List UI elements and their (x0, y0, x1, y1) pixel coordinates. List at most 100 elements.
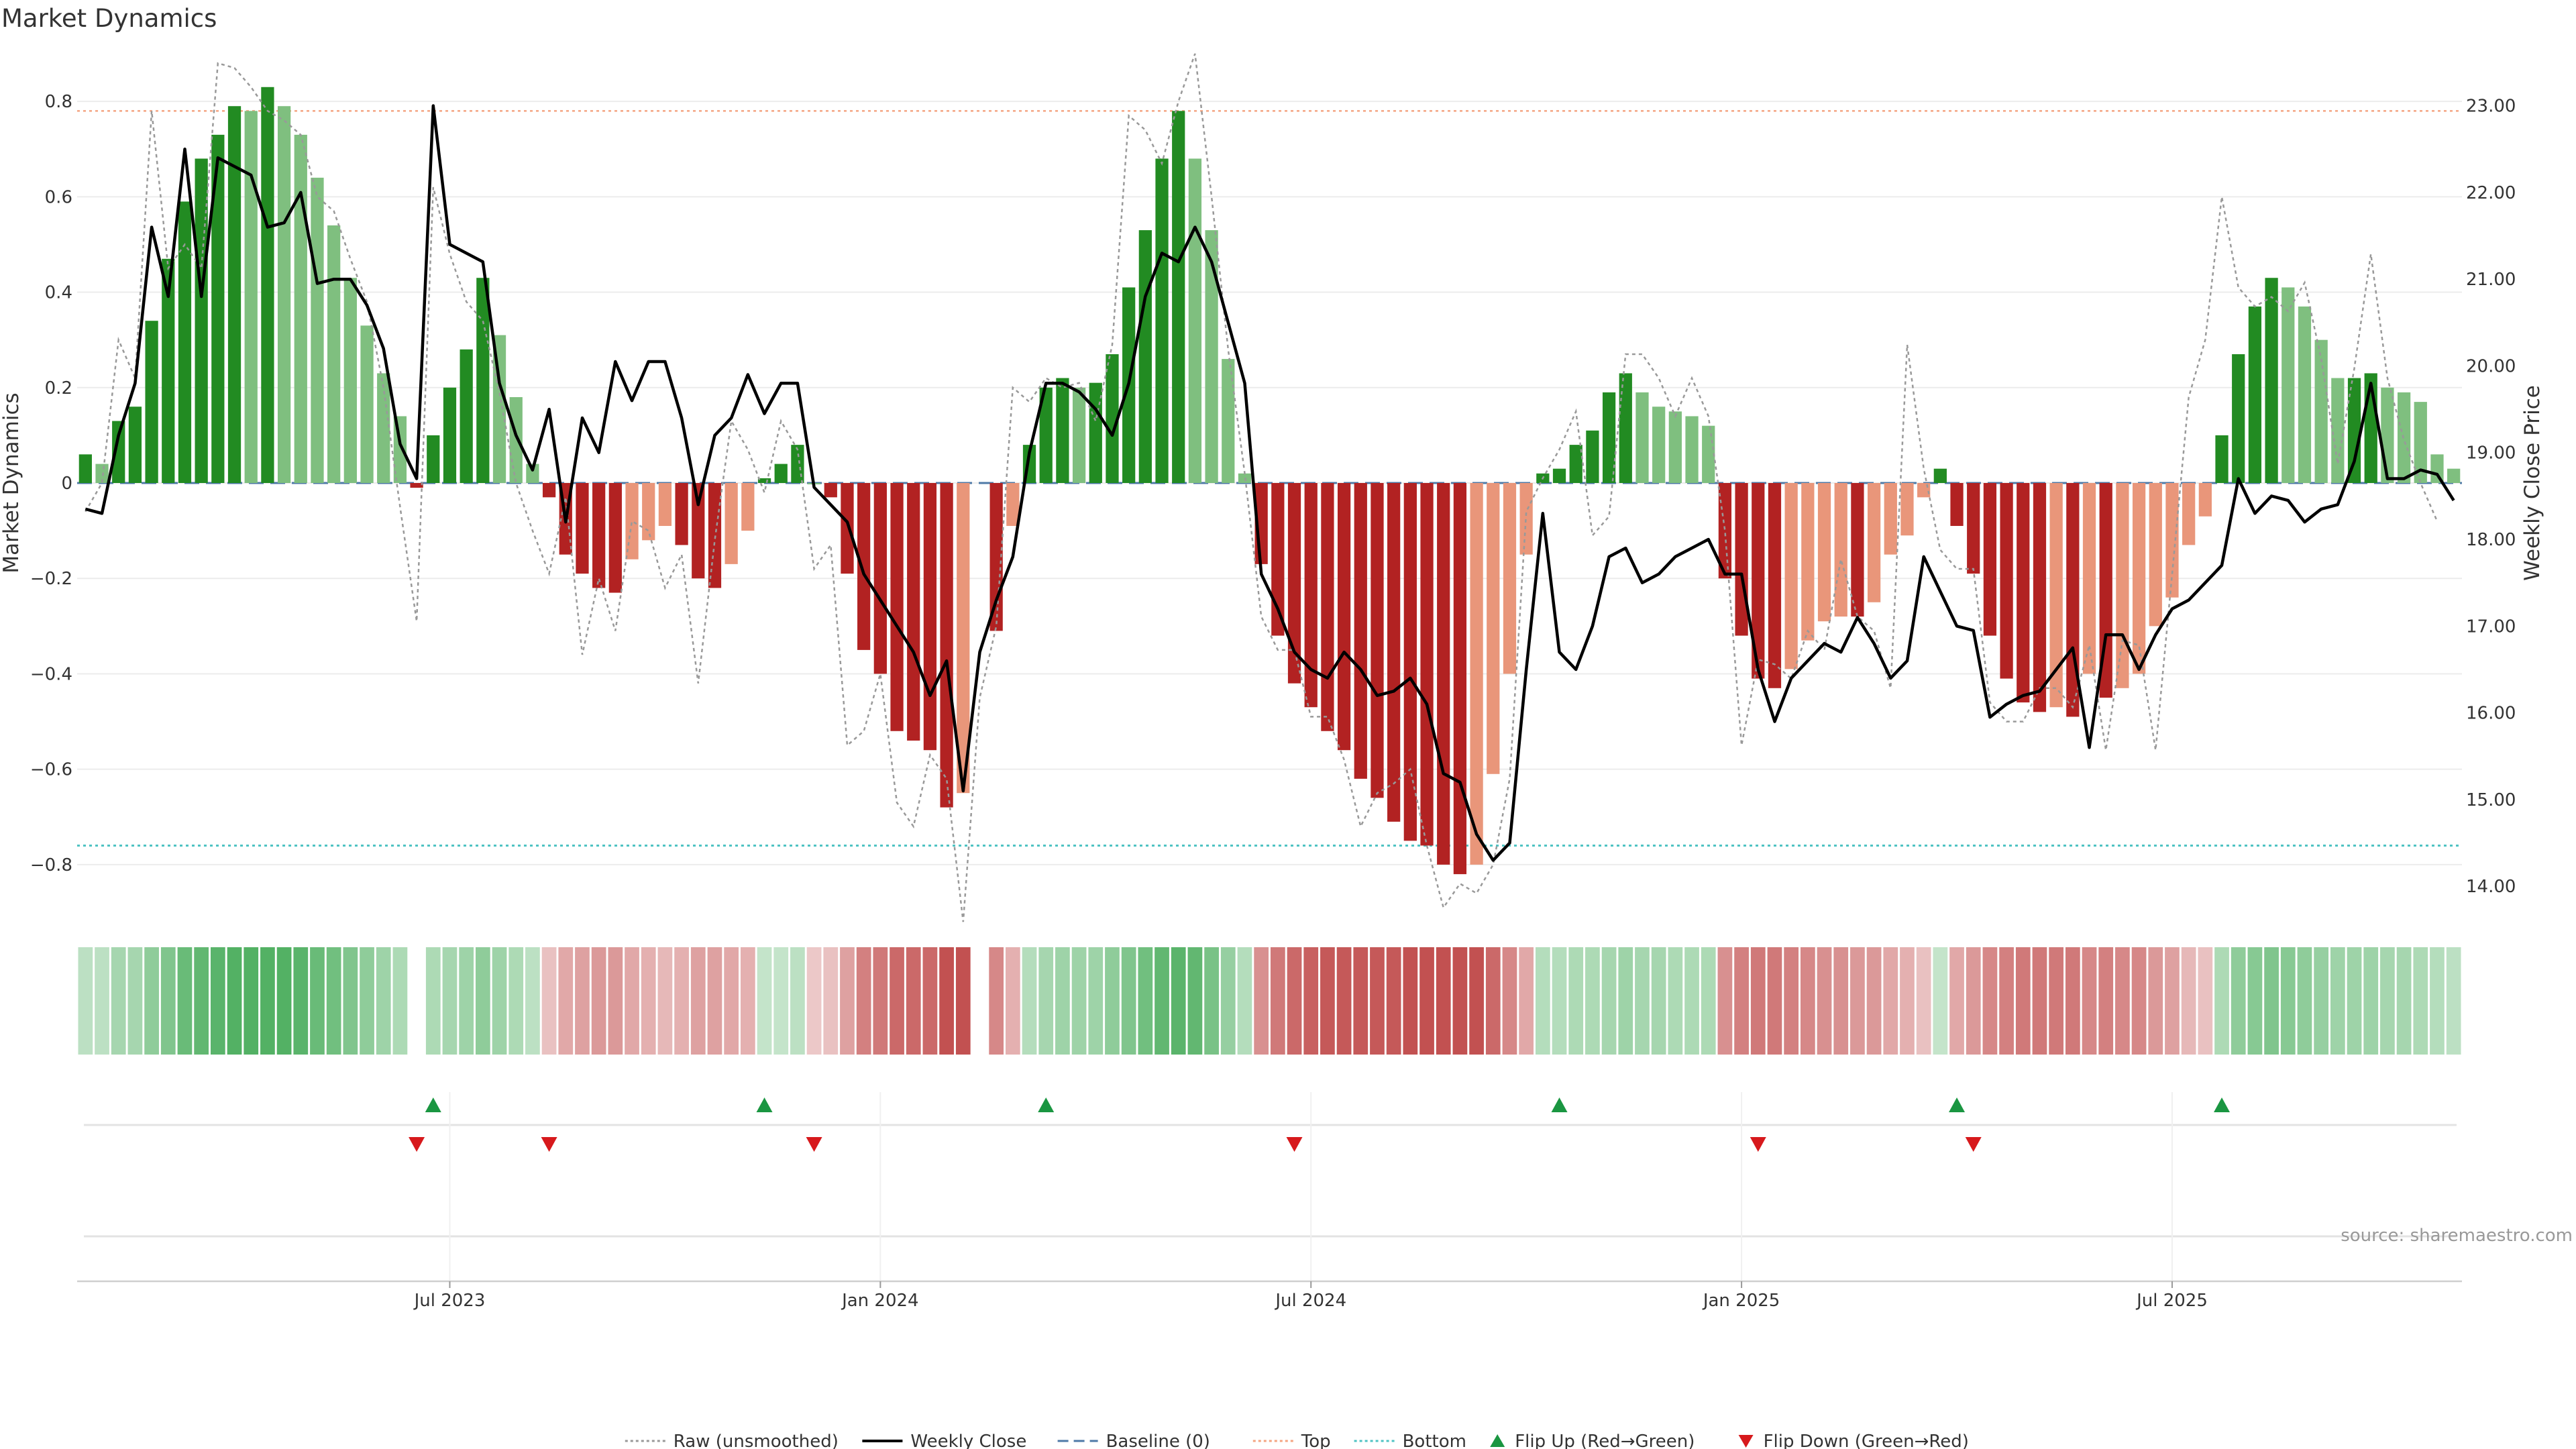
heat-cell (541, 947, 557, 1055)
bar (277, 106, 291, 483)
flip-down-marker (409, 1137, 425, 1152)
bar (2132, 483, 2146, 674)
heat-cell (2198, 947, 2213, 1055)
heat-cell (276, 947, 292, 1055)
heat-cell (1071, 947, 1087, 1055)
bar (1817, 483, 1831, 622)
heat-cell (773, 947, 789, 1055)
bar (2314, 339, 2328, 483)
bar (1056, 378, 1069, 483)
heat-cell (492, 947, 507, 1055)
heat-cell (1055, 947, 1070, 1055)
right-tick-label: 23.00 (2466, 97, 2516, 117)
bar (692, 483, 705, 579)
heat-cell (906, 947, 921, 1055)
heat-cell (1999, 947, 2014, 1055)
heat-cell (459, 947, 474, 1055)
bar (1304, 483, 1318, 708)
bar (1702, 425, 1715, 483)
legend-label: Weekly Close (910, 1432, 1026, 1449)
bar (774, 464, 788, 483)
heat-cell (1601, 947, 1617, 1055)
heat-cell (690, 947, 706, 1055)
heat-cell (890, 947, 904, 1055)
heat-cell (1452, 947, 1468, 1055)
heat-cell (2065, 947, 2080, 1055)
heat-cell (1833, 947, 1849, 1055)
bar (2265, 278, 2278, 483)
heat-cell (2430, 947, 2445, 1055)
bar (2165, 483, 2179, 598)
heat-cell (1320, 947, 1335, 1055)
bar (1867, 483, 1881, 602)
heat-cell (78, 947, 93, 1055)
heat-cell (856, 947, 871, 1055)
heat-cell (1668, 947, 1683, 1055)
bar (1752, 483, 1765, 679)
bar (890, 483, 904, 731)
heat-cell (2314, 947, 2329, 1055)
heat-cell (194, 947, 209, 1055)
heat-cell (1767, 947, 1782, 1055)
heat-cell (160, 947, 176, 1055)
legend: Raw (unsmoothed) Weekly Close Baseline (0)… (625, 1432, 1969, 1449)
heat-cell (227, 947, 242, 1055)
bar (1188, 158, 1202, 483)
heat-cell (2396, 947, 2412, 1055)
heat-cell (608, 947, 623, 1055)
bar (244, 111, 258, 484)
right-tick-label: 19.00 (2466, 443, 2516, 464)
bar (2248, 306, 2262, 483)
heat-cell (144, 947, 159, 1055)
bar (1735, 483, 1748, 636)
heat-cell (2181, 947, 2196, 1055)
x-tick-label: Jan 2024 (841, 1291, 919, 1311)
heat-cell (757, 947, 772, 1055)
heat-cell (177, 947, 193, 1055)
bar (1602, 392, 1616, 483)
bar (841, 483, 854, 574)
bar (675, 483, 688, 545)
heat-cell (2131, 947, 2147, 1055)
flip-up-marker (756, 1097, 773, 1112)
bar (791, 445, 804, 483)
bar (1635, 392, 1649, 483)
heat-cell (939, 947, 954, 1055)
x-axis: Jul 2023 Jan 2024 Jul 2024 Jan 2025 Jul 2025 (77, 1280, 2462, 1311)
heat-cell (2032, 947, 2047, 1055)
heat-cell (1568, 947, 1584, 1055)
bar (957, 483, 970, 794)
bar (2082, 483, 2096, 674)
bar (2447, 468, 2461, 483)
heat-cell (1552, 947, 1567, 1055)
heat-cell (1171, 947, 1186, 1055)
bar (1138, 230, 1152, 483)
heat-cell (1303, 947, 1319, 1055)
flip-up-marker (2214, 1097, 2231, 1112)
bar (294, 134, 307, 483)
heat-cell (1204, 947, 1219, 1055)
heat-cell (2148, 947, 2163, 1055)
bar (460, 349, 473, 483)
heat-cell (1105, 947, 1120, 1055)
bar (95, 464, 109, 483)
left-tick-label: 0.8 (45, 92, 72, 112)
bar (360, 325, 374, 483)
heat-cell (2264, 947, 2279, 1055)
bar (592, 483, 606, 588)
heat-cell (2049, 947, 2064, 1055)
bar (1387, 483, 1401, 822)
bar (1900, 483, 1914, 536)
bar (1652, 407, 1666, 483)
bar (658, 483, 672, 526)
bar (1403, 483, 1417, 841)
bar (1586, 430, 1599, 483)
heat-cell (1883, 947, 1898, 1055)
bar (1337, 483, 1351, 751)
bar (476, 278, 490, 483)
heat-cell (326, 947, 341, 1055)
heat-cell (641, 947, 656, 1055)
heat-cell (1254, 947, 1269, 1055)
legend-label: Bottom (1403, 1432, 1466, 1449)
